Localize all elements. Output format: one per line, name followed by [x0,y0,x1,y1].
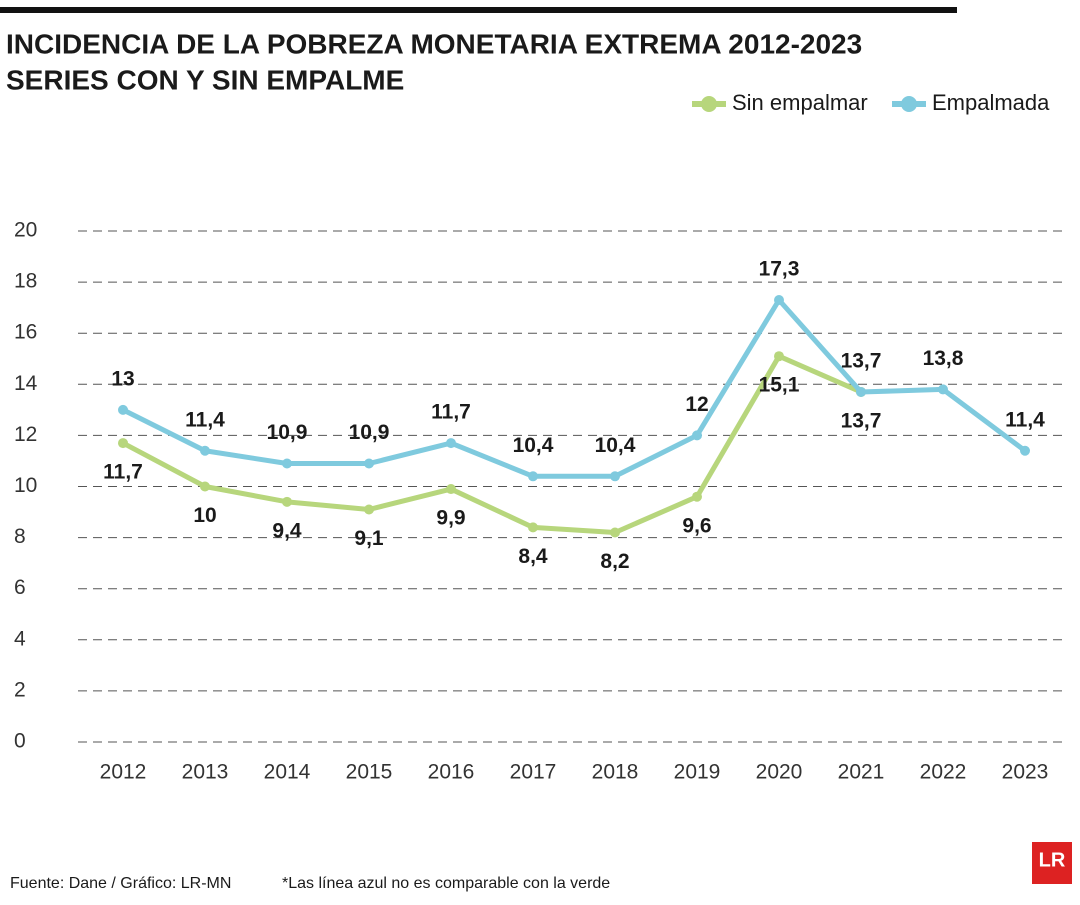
value-label: 10 [193,504,216,527]
value-label: 13,8 [923,347,964,370]
logo-box [1032,842,1072,884]
point [446,484,456,495]
y-tick-label: 0 [14,730,26,753]
x-tick-label: 2020 [756,761,803,784]
point [692,430,702,441]
value-label: 15,1 [759,374,800,397]
value-label: 13,7 [841,350,882,373]
chart-title: INCIDENCIA DE LA POBREZA MONETARIA EXTRE… [6,28,862,59]
value-label: 13 [111,367,134,390]
y-tick-label: 18 [14,270,37,293]
y-tick-label: 16 [14,321,37,344]
value-label: 10,9 [267,421,308,444]
value-label: 9,9 [436,507,465,530]
value-label: 17,3 [759,258,800,281]
series-line [121,353,862,535]
x-tick-label: 2013 [182,761,229,784]
x-tick-label: 2015 [346,761,393,784]
point [364,504,374,515]
chart-subtitle: SERIES CON Y SIN EMPALME [6,64,404,95]
note: *Las línea azul no es comparable con la … [282,875,610,892]
point [856,386,866,397]
value-label: 9,4 [272,519,302,542]
point [364,458,374,469]
x-tick-label: 2017 [510,761,557,784]
value-label: 9,1 [354,527,384,550]
value-label: 12 [685,393,708,416]
y-tick-label: 4 [14,627,26,650]
legend-dot [901,96,917,112]
point [692,491,702,502]
value-label: 10,4 [513,434,554,457]
source: Fuente: Dane / Gráfico: LR-MN [10,875,231,892]
value-label: 8,4 [518,545,548,568]
y-tick-label: 2 [14,678,26,701]
series-line [121,297,1027,479]
top-bar [0,7,957,13]
y-tick-label: 6 [14,576,26,599]
point [446,438,456,449]
point [774,294,784,305]
value-label: 11,7 [103,461,143,484]
legend-label: Sin empalmar [732,90,868,115]
y-tick-label: 14 [14,372,38,395]
point [118,438,128,449]
value-label: 8,2 [600,550,629,573]
y-tick-label: 12 [14,423,37,446]
y-tick-label: 10 [14,474,37,497]
point [528,471,538,482]
point [200,481,210,492]
value-label: 10,9 [349,421,390,444]
x-tick-label: 2014 [264,761,311,784]
y-tick-label: 8 [14,525,26,548]
x-tick-label: 2022 [920,761,967,784]
point [774,351,784,362]
value-label: 11,4 [1005,408,1045,431]
point [610,527,620,538]
x-tick-label: 2016 [428,761,475,784]
x-tick-label: 2018 [592,761,639,784]
value-label: 10,4 [595,434,636,457]
point [118,404,128,415]
legend-label: Empalmada [932,90,1050,115]
legend-dot [701,96,717,112]
value-label: 11,7 [431,401,471,424]
x-tick-label: 2012 [100,761,147,784]
value-label: 9,6 [682,514,711,537]
x-tick-label: 2021 [838,761,885,784]
y-tick-label: 20 [14,219,37,242]
point [938,384,948,395]
point [200,445,210,456]
x-tick-label: 2019 [674,761,721,784]
point [1020,445,1030,456]
point [528,522,538,533]
x-tick-label: 2023 [1002,761,1049,784]
value-label: 13,7 [841,410,882,433]
logo: LR [1039,849,1066,871]
point [610,471,620,482]
point [282,458,292,469]
point [282,496,292,507]
value-label: 11,4 [185,408,225,431]
